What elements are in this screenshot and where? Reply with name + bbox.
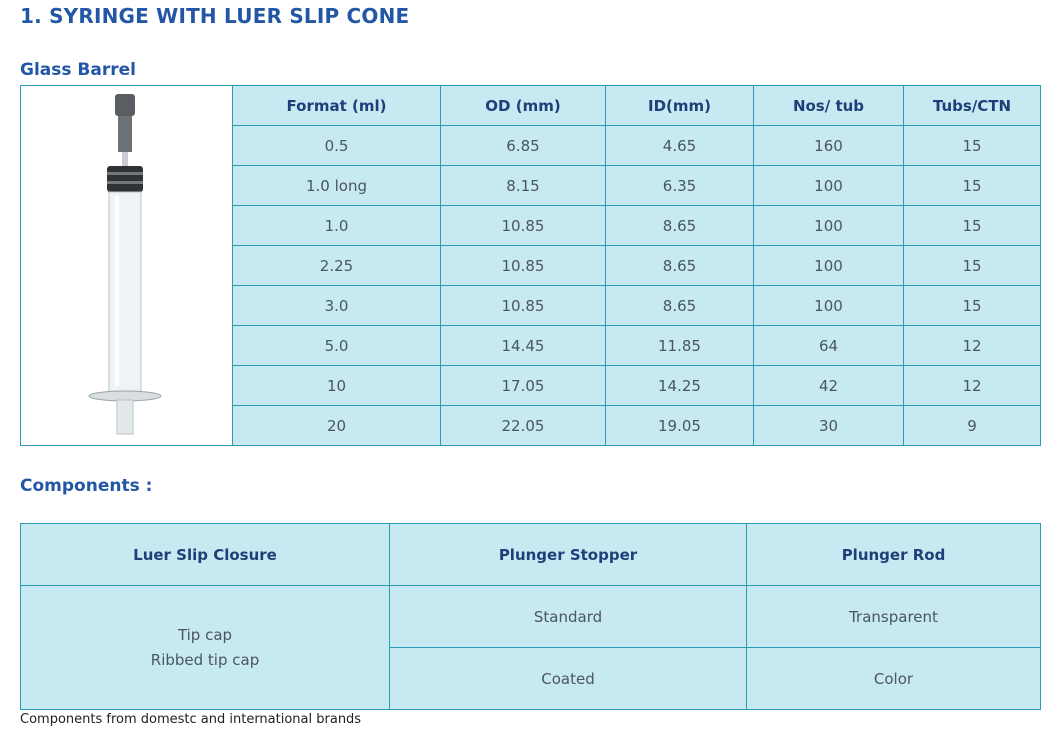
stopper-cell: Standard xyxy=(389,585,747,648)
cell: 22.05 xyxy=(440,405,606,446)
luer xyxy=(107,166,143,192)
cell: 15 xyxy=(903,245,1041,286)
header-row: Luer Slip Closure Plunger Stopper Plunger … xyxy=(20,523,1041,586)
data-row: 5.0 14.45 11.85 64 12 xyxy=(21,325,1041,366)
cell: 30 xyxy=(753,405,904,446)
cell: 6.35 xyxy=(605,165,754,206)
cone xyxy=(122,152,128,166)
highlight xyxy=(115,196,119,386)
rod-cell: Transparent xyxy=(746,585,1041,648)
cap-body xyxy=(118,116,132,152)
barrel-table: Format (ml) OD (mm) ID(mm) Nos/ tub Tubs/CTN… xyxy=(20,85,1041,446)
data-row: 3.0 10.85 8.65 100 15 xyxy=(21,285,1041,326)
barrel xyxy=(108,191,142,393)
data-row: 0.5 6.85 4.65 160 15 xyxy=(21,125,1041,166)
section-title: Glass Barrel xyxy=(20,60,136,80)
cap xyxy=(115,94,135,116)
cell: 5.0 xyxy=(232,325,441,366)
data-row: Coated Color xyxy=(21,647,1041,710)
cell: 1.0 xyxy=(232,205,441,246)
data-row: 20 22.05 19.05 30 9 xyxy=(21,405,1041,446)
cell: 8.65 xyxy=(605,245,754,286)
rod xyxy=(116,399,134,435)
column-header: Plunger Stopper xyxy=(389,523,747,586)
footnote: Components from domestc and internationa… xyxy=(20,712,362,727)
closure-item: Ribbed tip cap xyxy=(150,650,260,669)
cell: 9 xyxy=(903,405,1041,446)
data-row: 10 17.05 14.25 42 12 xyxy=(21,365,1041,406)
cell: 12 xyxy=(903,365,1041,406)
cell: 0.5 xyxy=(232,125,441,166)
cell: 100 xyxy=(753,165,904,206)
data-row: 1.0 10.85 8.65 100 15 xyxy=(21,205,1041,246)
cell: 8.65 xyxy=(605,205,754,246)
components-title: Components : xyxy=(20,476,153,496)
data-row: Tip cap Ribbed tip cap Standard Transparent xyxy=(20,585,1041,710)
column-header: Format (ml) xyxy=(232,85,441,126)
closure-item: Tip cap xyxy=(177,625,233,644)
cell: 15 xyxy=(903,205,1041,246)
cell: 100 xyxy=(753,205,904,246)
cell: 10.85 xyxy=(440,285,606,326)
cell: 17.05 xyxy=(440,365,606,406)
components-table: Luer Slip Closure Plunger Stopper Plunger … xyxy=(20,523,1041,710)
cell: 42 xyxy=(753,365,904,406)
stopper-cell: Coated xyxy=(389,647,747,710)
closure-cell: Tip cap Ribbed tip cap xyxy=(20,585,390,710)
cell: 15 xyxy=(903,285,1041,326)
cell: 8.65 xyxy=(605,285,754,326)
rod-cell: Color xyxy=(746,647,1041,710)
cell: 1.0 long xyxy=(232,165,441,206)
cell: 8.15 xyxy=(440,165,606,206)
cell: 100 xyxy=(753,245,904,286)
column-header: ID(mm) xyxy=(605,85,754,126)
cell: 12 xyxy=(903,325,1041,366)
cell: 100 xyxy=(753,285,904,326)
data-row: 2.25 10.85 8.65 100 15 xyxy=(21,245,1041,286)
cell: 15 xyxy=(903,125,1041,166)
cell: 14.45 xyxy=(440,325,606,366)
page-title: 1. SYRINGE WITH LUER SLIP CONE xyxy=(20,4,410,28)
column-header: OD (mm) xyxy=(440,85,606,126)
cell: 160 xyxy=(753,125,904,166)
cell: 11.85 xyxy=(605,325,754,366)
cell: 15 xyxy=(903,165,1041,206)
syringe-image xyxy=(88,94,162,435)
cell: 2.25 xyxy=(232,245,441,286)
cell: 14.25 xyxy=(605,365,754,406)
column-header: Plunger Rod xyxy=(746,523,1041,586)
column-header: Luer Slip Closure xyxy=(20,523,390,586)
cell: 10 xyxy=(232,365,441,406)
cell: 64 xyxy=(753,325,904,366)
cell: 19.05 xyxy=(605,405,754,446)
column-header: Nos/ tub xyxy=(753,85,904,126)
cell: 10.85 xyxy=(440,205,606,246)
column-header: Tubs/CTN xyxy=(903,85,1041,126)
cell: 6.85 xyxy=(440,125,606,166)
cell: 10.85 xyxy=(440,245,606,286)
cell: 20 xyxy=(232,405,441,446)
rib xyxy=(107,172,143,175)
cell: 3.0 xyxy=(232,285,441,326)
cell: 4.65 xyxy=(605,125,754,166)
rib xyxy=(107,181,143,184)
